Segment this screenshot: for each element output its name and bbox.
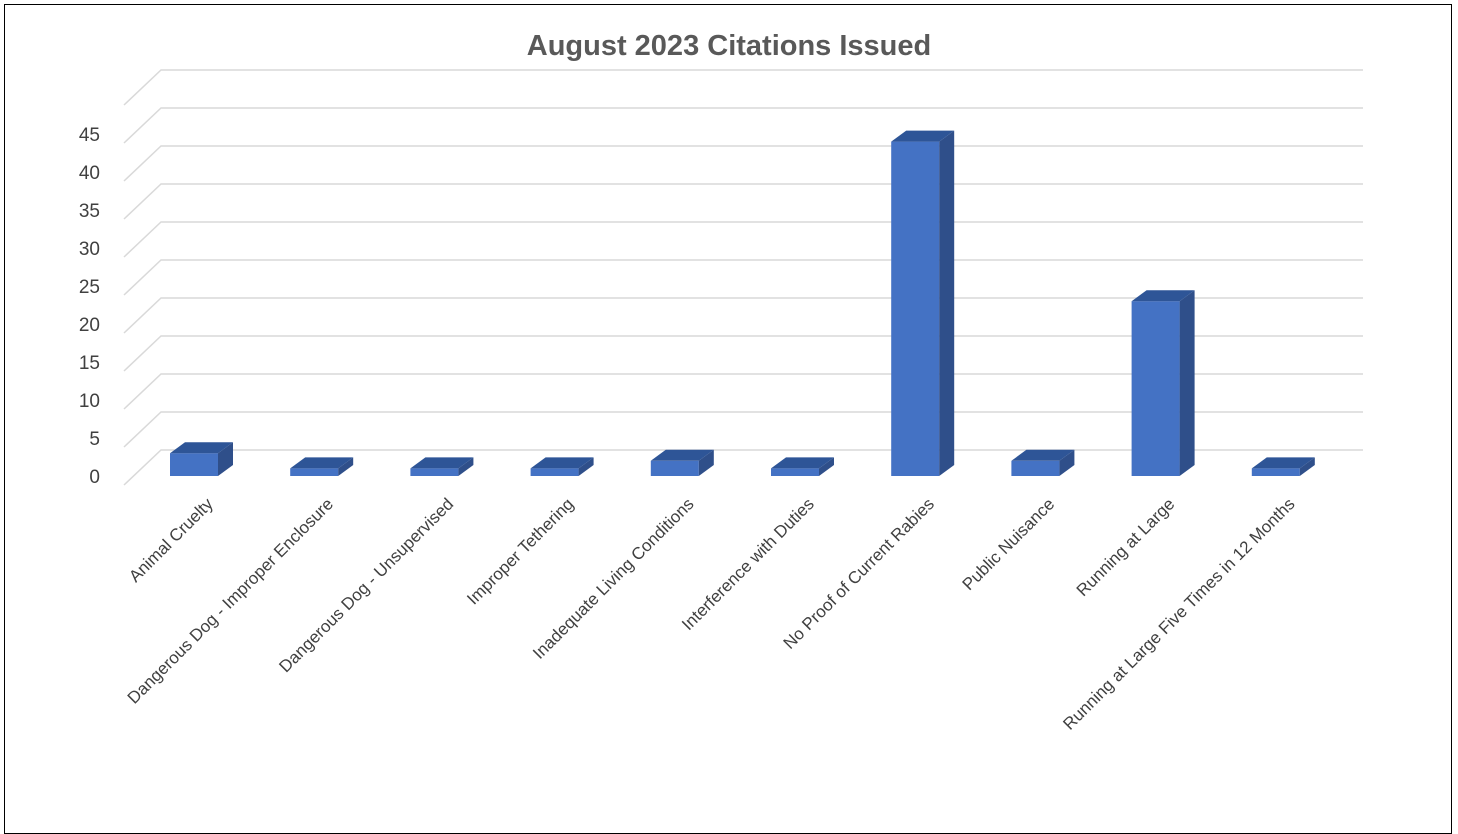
gridline (123, 373, 1363, 410)
y-tick-label: 15 (79, 353, 100, 374)
bar-front (1011, 460, 1060, 476)
x-category-label: Animal Cruelty (125, 494, 217, 586)
bar-top (650, 449, 714, 461)
gridline (123, 335, 1363, 372)
bar (650, 449, 714, 476)
bar-side (1179, 290, 1195, 476)
bar (410, 457, 474, 476)
bar (771, 457, 834, 476)
bar-side (338, 457, 354, 476)
bar-top (771, 457, 834, 469)
bar-side (1059, 449, 1075, 476)
x-category-label: Dangerous Dog - Improper Enclosure (124, 494, 337, 707)
y-tick-label: 5 (89, 429, 100, 450)
bar-top (530, 457, 594, 469)
gridline (123, 107, 1363, 144)
bar-top (170, 442, 233, 454)
bar (290, 457, 354, 476)
y-tick-label: 0 (89, 467, 100, 488)
gridline (123, 449, 1363, 486)
bar-top (290, 457, 354, 469)
y-tick-label: 25 (79, 277, 100, 298)
y-tick-label: 20 (79, 315, 100, 336)
gridlines (123, 69, 1363, 486)
bar-top (1011, 449, 1075, 461)
bar (1131, 290, 1195, 476)
gridline (123, 69, 1363, 106)
y-tick-label: 45 (79, 125, 100, 146)
y-axis-ticks: 0 5 10 15 20 25 30 35 40 45 (79, 125, 100, 488)
bar-front (1131, 301, 1180, 476)
bar-front (530, 468, 579, 476)
gridline (123, 221, 1363, 258)
bar-side (1299, 457, 1315, 476)
chart-title: August 2023 Citations Issued (526, 30, 932, 62)
x-category-label: Interference with Duties (678, 494, 818, 634)
y-tick-label: 10 (79, 391, 100, 412)
bar-side (218, 442, 233, 476)
bar-front (650, 460, 699, 476)
gridline (123, 411, 1363, 448)
chart-frame (4, 4, 1452, 834)
y-tick-label: 35 (79, 201, 100, 222)
y-tick-label: 40 (79, 163, 100, 184)
bar-front (170, 453, 218, 476)
bar-front (290, 468, 339, 476)
bar-side (698, 449, 714, 476)
gridline (123, 259, 1363, 296)
y-tick-label: 30 (79, 239, 100, 260)
gridline (123, 183, 1363, 220)
bar (170, 442, 233, 476)
gridline (123, 297, 1363, 334)
x-category-label: Running at Large Five Times in 12 Months (1059, 494, 1298, 733)
x-category-label: Improper Tethering (463, 494, 577, 608)
bar-side (578, 457, 594, 476)
bar (1011, 449, 1075, 476)
x-category-label: Running at Large (1073, 494, 1179, 600)
bar-top (1251, 457, 1315, 469)
bar-front (891, 141, 940, 476)
bars (170, 130, 1315, 476)
bar (1251, 457, 1315, 476)
x-category-label: Public Nuisance (959, 494, 1059, 594)
bar (891, 130, 955, 476)
bar-top (410, 457, 474, 469)
gridline (123, 145, 1363, 182)
bar-side (819, 457, 834, 476)
bar-top (891, 130, 955, 142)
bar-side (939, 130, 955, 476)
bar-front (1251, 468, 1300, 476)
bar-top (1131, 290, 1195, 302)
bar-front (410, 468, 459, 476)
bar-side (458, 457, 474, 476)
bar (530, 457, 594, 476)
bar-front (771, 468, 819, 476)
